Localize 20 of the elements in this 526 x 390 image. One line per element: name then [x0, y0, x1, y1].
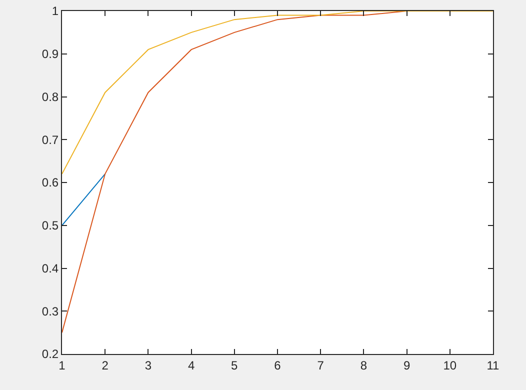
- line-series: [62, 11, 493, 174]
- y-tick-label: 0.4: [42, 261, 59, 276]
- x-tick-label: 8: [360, 358, 368, 372]
- y-tick-label: 0.9: [42, 47, 59, 62]
- x-tick-label: 10: [443, 358, 457, 372]
- x-tick-label: 5: [231, 358, 238, 372]
- x-tick-label: 7: [317, 358, 324, 372]
- x-tick-label: 6: [274, 358, 282, 372]
- y-tick-label: 0.8: [42, 90, 59, 104]
- y-tick-label: 0.3: [42, 304, 59, 318]
- x-tick-label: 3: [144, 358, 152, 372]
- x-tick-label: 4: [188, 358, 195, 372]
- y-tick-label: 0.7: [42, 132, 59, 147]
- y-tick-label: 0.6: [42, 176, 59, 190]
- y-tick-label: 1: [52, 4, 59, 18]
- x-tick-label: 2: [102, 358, 109, 372]
- y-tick-label: 0.2: [42, 347, 59, 362]
- y-tick-label: 0.5: [42, 218, 59, 233]
- x-tick-label: 9: [403, 358, 410, 372]
- x-tick-label: 11: [486, 358, 500, 372]
